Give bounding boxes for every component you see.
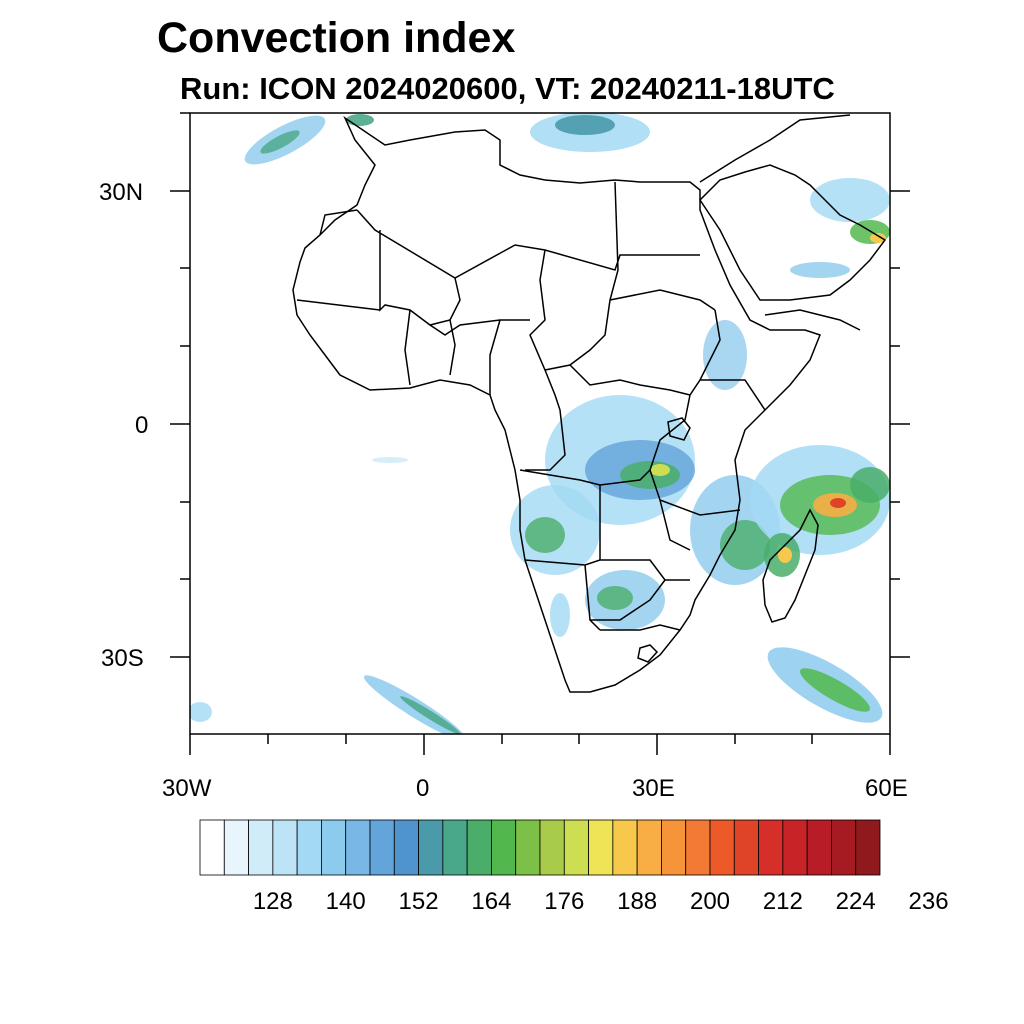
colorbar-swatch xyxy=(709,819,735,876)
colorbar-swatch xyxy=(636,819,662,876)
colorbar-swatch xyxy=(855,819,881,876)
convection-field xyxy=(190,113,890,734)
convection-area xyxy=(870,233,886,243)
convection-area xyxy=(190,702,212,722)
convection-area xyxy=(555,115,615,135)
map-title: Convection index xyxy=(157,14,516,62)
colorbar-swatch xyxy=(563,819,589,876)
lat-tick-label: 30N xyxy=(99,179,144,206)
convection-area xyxy=(830,498,846,508)
lat-tick-label: 30S xyxy=(101,645,144,672)
map-subtitle: Run: ICON 2024020600, VT: 20240211-18UTC xyxy=(180,71,835,106)
colorbar-swatch xyxy=(491,819,517,876)
lat-tick-label: 0 xyxy=(135,412,149,439)
colorbar-swatch xyxy=(539,819,565,876)
convection-area xyxy=(810,178,890,222)
madagascar-coastline xyxy=(762,508,819,623)
africa-coastline xyxy=(292,115,821,693)
colorbar-swatch xyxy=(831,819,857,876)
country-borders xyxy=(296,181,766,631)
convection-area xyxy=(597,586,633,610)
convection-area xyxy=(346,114,374,126)
colorbar-swatch xyxy=(369,819,395,876)
colorbar-swatch xyxy=(612,819,638,876)
colorbar-tick-label: 152 xyxy=(398,888,439,915)
lon-tick-label: 30W xyxy=(162,775,212,802)
convection-area xyxy=(650,464,670,476)
convection-area xyxy=(525,517,565,553)
colorbar-swatch xyxy=(248,819,274,876)
lake-victoria xyxy=(667,417,691,441)
colorbar-tick-label: 176 xyxy=(544,888,585,915)
lon-tick-label: 0 xyxy=(416,775,430,802)
colorbar-tick-label: 212 xyxy=(762,888,803,915)
convection-area xyxy=(620,461,680,489)
colorbar-tick-label: 128 xyxy=(252,888,293,915)
lon-tick-label: 60E xyxy=(865,775,908,802)
colorbar-swatch xyxy=(321,819,347,876)
lesotho-border xyxy=(637,644,659,663)
colorbar-swatch xyxy=(806,819,832,876)
convection-area xyxy=(778,547,792,563)
colorbar-swatch xyxy=(393,819,419,876)
lon-tick-label: 30E xyxy=(632,775,675,802)
colorbar-tick-label: 188 xyxy=(617,888,658,915)
colorbar-swatch xyxy=(442,819,468,876)
convection-area xyxy=(790,262,850,278)
colorbar-swatch xyxy=(223,819,249,876)
colorbar-swatch xyxy=(466,819,492,876)
convection-area xyxy=(372,457,408,463)
colorbar-tick-label: 140 xyxy=(325,888,366,915)
convection-area xyxy=(800,668,870,712)
colorbar-swatch xyxy=(418,819,444,876)
convection-area xyxy=(850,467,890,503)
colorbar-swatch xyxy=(758,819,784,876)
convection-area xyxy=(400,696,460,734)
convection-area xyxy=(260,130,300,154)
coastlines xyxy=(292,114,887,693)
convection-area xyxy=(550,593,570,637)
colorbar-tick-label: 224 xyxy=(835,888,876,915)
colorbar-tick-label: 200 xyxy=(689,888,731,915)
colorbar-swatch xyxy=(588,819,614,876)
colorbar-swatch xyxy=(199,819,225,876)
colorbar-swatch xyxy=(515,819,541,876)
arabia-coastline xyxy=(699,114,887,331)
convection-area xyxy=(720,520,770,570)
colorbar-swatch xyxy=(296,819,322,876)
colorbar-swatch xyxy=(685,819,711,876)
colorbar-tick-label: 236 xyxy=(908,888,949,915)
colorbar-swatch xyxy=(345,819,371,876)
colorbar-swatch xyxy=(661,819,687,876)
colorbar-tick-label: 164 xyxy=(471,888,512,915)
map-frame xyxy=(189,112,891,735)
colorbar xyxy=(199,819,881,876)
colorbar-swatch xyxy=(782,819,808,876)
colorbar-swatch xyxy=(733,819,759,876)
map-ticks xyxy=(170,112,910,755)
convection-area xyxy=(703,320,747,390)
colorbar-swatch xyxy=(272,819,298,876)
